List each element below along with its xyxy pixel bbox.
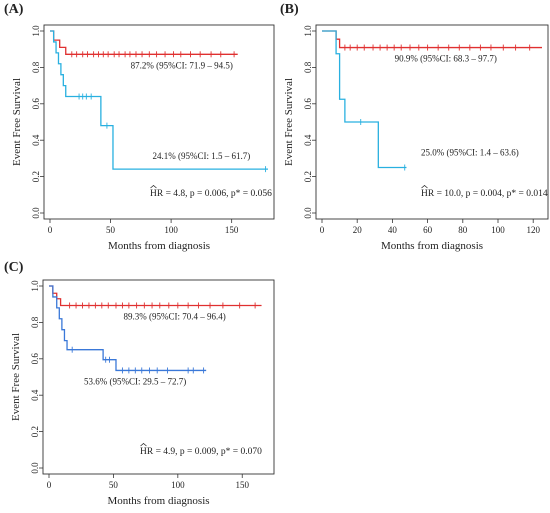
x-tick-label: 40: [388, 225, 398, 235]
y-tick-label: 0.4: [31, 134, 41, 146]
y-tick-label: 0.8: [30, 316, 40, 328]
y-tick-label: 0.4: [303, 134, 313, 146]
x-tick-label: 120: [526, 225, 540, 235]
km-panel-c: (C) 0.0 0.2 0.4 0.6 0.8 1.0 0 50 100 150 Months fr…: [0, 258, 275, 513]
panel-label: (A): [4, 2, 24, 17]
survival-curve-1: [322, 30, 542, 49]
y-tick-label: 0.8: [31, 61, 41, 73]
km-chart-c: 0.0 0.2 0.4 0.6 0.8 1.0 0 50 100 150 Months from d…: [10, 279, 275, 507]
survival-curve-1: [50, 30, 238, 55]
y-tick-label: 1.0: [30, 280, 40, 292]
survival-annotation-2: 25.0% (95%CI: 1.4 – 63.6): [421, 148, 519, 158]
x-tick-label: 0: [320, 225, 325, 235]
y-axis-label: Event Free Survival: [10, 333, 22, 421]
x-tick-label: 100: [164, 225, 178, 235]
km-chart-b: 0.0 0.2 0.4 0.6 0.8 1.0 0 20 40 60 80 100 120 Months …: [283, 24, 549, 252]
y-tick-label: 0.0: [303, 207, 313, 219]
panel-label: (C): [4, 260, 24, 275]
y-tick-label: 0.6: [31, 98, 41, 110]
km-panel-a: (A) 0.0 0.2 0.4 0.6 0.8 1.0 0 50 100 150 Months fr…: [0, 0, 275, 256]
hat-accent: [421, 185, 428, 189]
y-tick-label: 0.6: [30, 353, 40, 365]
survival-curve-2: [49, 285, 207, 372]
y-tick-label: 1.0: [303, 25, 313, 37]
x-tick-label: 150: [225, 225, 239, 235]
x-axis-label: Months from diagnosis: [381, 240, 483, 252]
y-tick-label: 0.4: [30, 389, 40, 401]
panel-label: (B): [280, 2, 299, 17]
plot-frame: [315, 24, 549, 220]
x-tick-label: 50: [109, 480, 119, 490]
x-tick-label: 150: [235, 480, 249, 490]
x-tick-label: 100: [491, 225, 505, 235]
x-tick-label: 80: [458, 225, 468, 235]
x-tick-label: 100: [171, 480, 185, 490]
plot-frame: [42, 279, 275, 475]
y-tick-label: 0.6: [303, 98, 313, 110]
hat-accent: [140, 443, 147, 447]
y-tick-label: 0.2: [303, 171, 313, 182]
y-tick-label: 0.2: [30, 426, 40, 437]
x-axis-label: Months from diagnosis: [107, 495, 209, 507]
hat-accent: [150, 185, 157, 189]
y-tick-label: 1.0: [31, 25, 41, 37]
survival-curve-2: [50, 30, 268, 170]
y-axis-label: Event Free Survival: [283, 78, 295, 166]
x-axis-label: Months from diagnosis: [108, 240, 210, 252]
y-axis-label: Event Free Survival: [11, 78, 23, 166]
x-tick-label: 50: [106, 225, 116, 235]
survival-curve-1: [49, 285, 262, 307]
y-tick-label: 0.8: [303, 61, 313, 73]
hazard-ratio-text: HR = 10.0, p = 0.004, p* = 0.014: [421, 189, 548, 199]
y-tick-label: 0.2: [31, 171, 41, 182]
y-tick-label: 0.0: [30, 462, 40, 474]
survival-curve-2: [322, 30, 407, 169]
survival-annotation-2: 24.1% (95%CI: 1.5 – 61.7): [152, 151, 250, 161]
km-panel-b: (B) 0.0 0.2 0.4 0.6 0.8 1.0 0 20 40 60 80 100 120 Mon…: [277, 0, 550, 256]
plot-frame: [43, 24, 275, 220]
x-tick-label: 60: [423, 225, 433, 235]
km-chart-a: 0.0 0.2 0.4 0.6 0.8 1.0 0 50 100 150 Months from d…: [11, 24, 275, 252]
survival-annotation-1: 89.3% (95%CI: 70.4 – 96.4): [123, 311, 225, 321]
survival-annotation-1: 90.9% (95%CI: 68.3 – 97.7): [395, 54, 497, 64]
x-tick-label: 0: [48, 225, 53, 235]
survival-annotation-2: 53.6% (95%CI: 29.5 – 72.7): [84, 376, 186, 386]
hazard-ratio-text: HR = 4.8, p = 0.006, p* = 0.056: [150, 189, 272, 199]
x-tick-label: 20: [353, 225, 363, 235]
survival-annotation-1: 87.2% (95%CI: 71.9 – 94.5): [131, 60, 233, 70]
hazard-ratio-text: HR = 4.9, p = 0.009, p* = 0.070: [140, 447, 262, 457]
x-tick-label: 0: [47, 480, 52, 490]
y-tick-label: 0.0: [31, 207, 41, 219]
